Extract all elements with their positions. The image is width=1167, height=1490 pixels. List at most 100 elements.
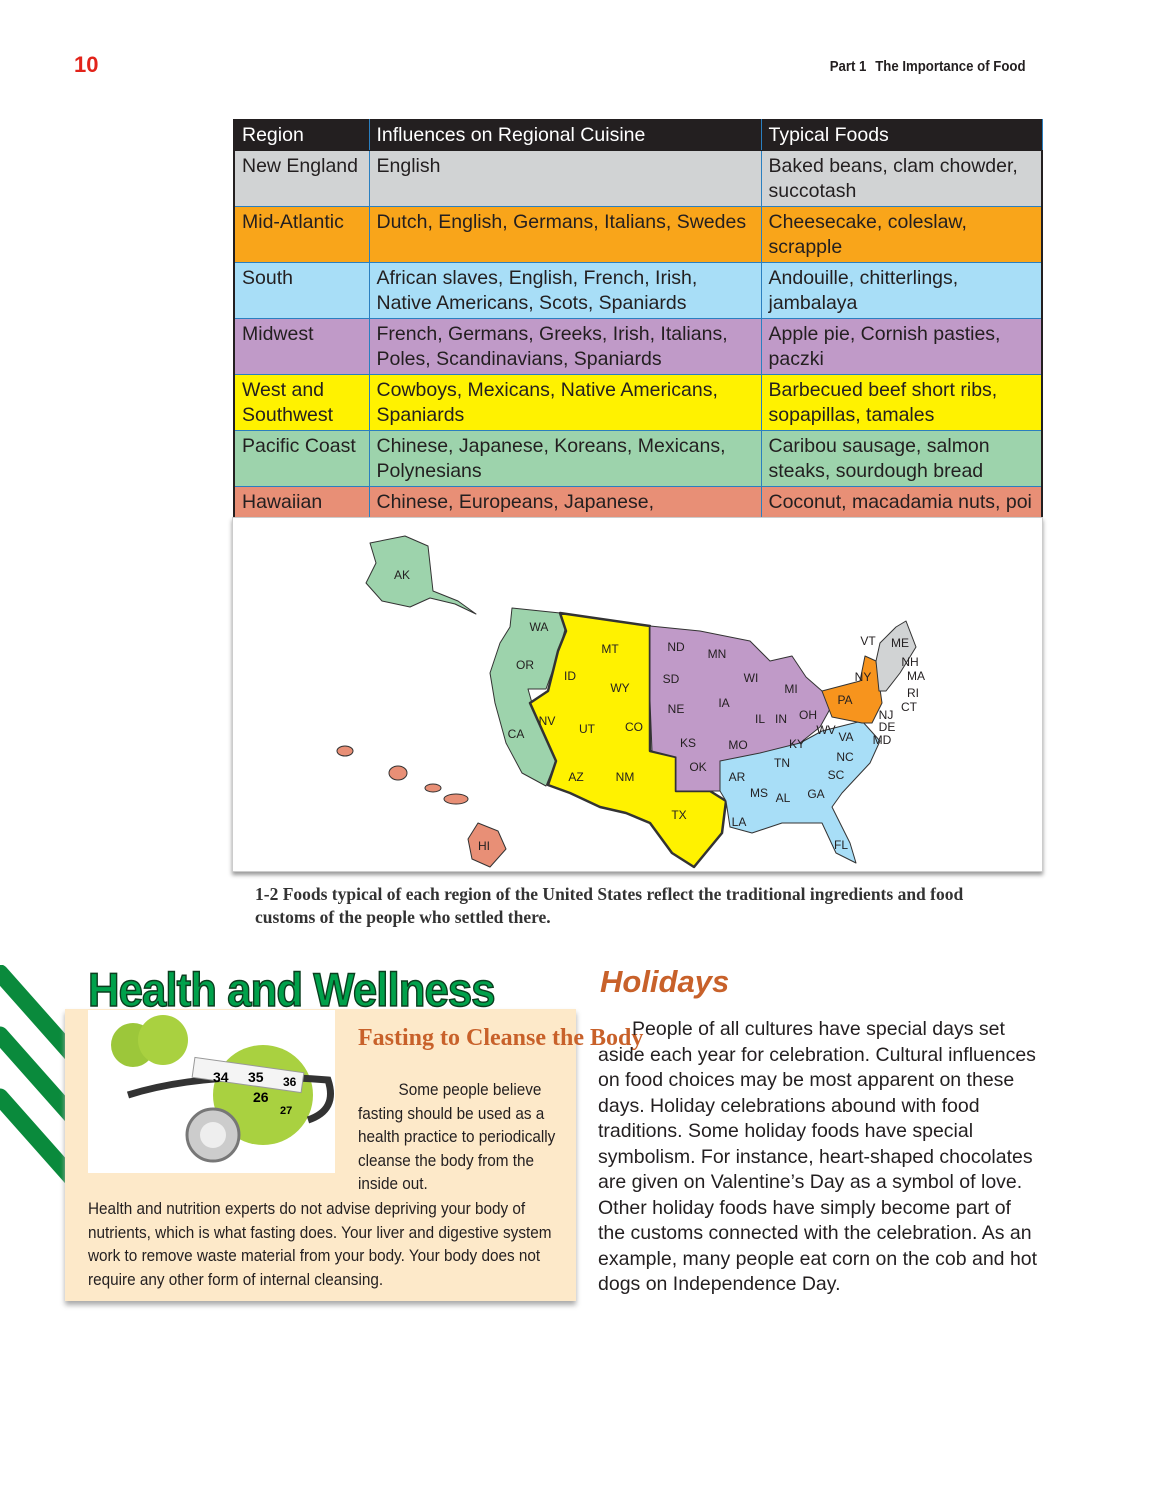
state-label-nj: NJ [879, 708, 894, 722]
state-label-wv: WV [816, 723, 835, 737]
region-south [719, 720, 881, 864]
header-influences: Influences on Regional Cuisine [368, 119, 762, 151]
foods-cell: Baked beans, clam chowder, succotash [760, 150, 1043, 207]
running-head-part: Part 1 [830, 58, 867, 75]
tape-number-27: 27 [280, 1105, 292, 1117]
region-cell: Mid-Atlantic [233, 206, 370, 263]
fasting-side-text-content: Some people believe fasting should be us… [358, 1080, 556, 1193]
state-label-la: LA [732, 815, 747, 829]
state-label-nm: NM [616, 770, 635, 784]
state-label-va: VA [838, 730, 853, 744]
influences-cell: French, Germans, Greeks, Irish, Italians… [368, 318, 762, 375]
state-label-md: MD [873, 733, 892, 747]
region-hawaii-island-2 [388, 765, 408, 781]
state-label-hi: HI [478, 839, 490, 853]
state-label-nd: ND [667, 640, 685, 654]
state-label-de: DE [879, 720, 896, 734]
page-number: 10 [74, 52, 99, 77]
caption-text: Foods typical of each region of the Unit… [255, 884, 964, 927]
region-new-england [875, 620, 917, 692]
region-pacific-alaska [365, 535, 477, 615]
region-cell: Midwest [233, 318, 370, 375]
tape-number-36: 36 [283, 1075, 297, 1089]
holidays-title: Holidays [600, 964, 730, 999]
state-label-wi: WI [744, 671, 759, 685]
state-label-mn: MN [708, 647, 727, 661]
photo-illustration: 34 35 36 26 27 [111, 1015, 334, 1163]
state-label-pa: PA [837, 693, 852, 707]
state-label-ks: KS [680, 736, 696, 750]
health-wellness-title: Health and Wellness [87, 962, 496, 1017]
table-row: New England English Baked beans, clam chow… [233, 150, 1043, 207]
state-label-ne: NE [668, 702, 685, 716]
region-cell: Pacific Coast [233, 430, 370, 487]
state-label-ia: IA [718, 696, 729, 710]
tape-number-34: 34 [213, 1069, 229, 1085]
influences-cell: Chinese, Japanese, Koreans, Mexicans, Po… [368, 430, 762, 487]
state-label-ri: RI [907, 686, 919, 700]
region-cell: New England [233, 150, 370, 207]
running-head: Part 1 The Importance of Food [830, 58, 1026, 75]
state-label-or: OR [516, 658, 534, 672]
foods-cell: Apple pie, Cornish pasties, paczki [760, 318, 1043, 375]
state-label-nh: NH [901, 655, 918, 669]
figure-caption: 1-2 Foods typical of each region of the … [255, 883, 1015, 929]
state-label-ky: KY [789, 737, 805, 751]
foods-cell: Andouille, chitterlings, jambalaya [760, 262, 1043, 319]
foods-cell: Cheesecake, coleslaw, scrapple [760, 206, 1043, 263]
influences-cell: African slaves, English, French, Irish, … [368, 262, 762, 319]
fasting-body-text: Health and nutrition experts do not advi… [88, 1199, 552, 1289]
state-label-wy: WY [610, 681, 629, 695]
region-cell: West and Southwest [233, 374, 370, 431]
fasting-heading: Fasting to Cleanse the Body [358, 1025, 644, 1051]
state-label-ma: MA [907, 669, 925, 683]
state-label-mt: MT [601, 642, 619, 656]
regional-cuisine-table: Region Influences on Regional Cuisine Ty… [233, 119, 1043, 544]
state-label-ms: MS [750, 786, 768, 800]
state-label-co: CO [625, 720, 643, 734]
state-label-ca: CA [508, 727, 525, 741]
state-label-ut: UT [579, 722, 596, 736]
state-label-oh: OH [799, 708, 817, 722]
state-label-az: AZ [568, 770, 583, 784]
state-label-al: AL [776, 791, 791, 805]
state-label-ga: GA [807, 787, 824, 801]
state-label-me: ME [891, 636, 909, 650]
table-row: Pacific Coast Chinese, Japanese, Koreans,… [233, 430, 1043, 487]
state-label-ar: AR [729, 770, 746, 784]
foods-cell: Caribou sausage, salmon steaks, sourdoug… [760, 430, 1043, 487]
us-regions-map: AK WA OR CA ID MT WY NV UT CO AZ NM TX ND SD NE KS OK MN IA… [232, 517, 1043, 872]
fasting-side-text: Some people believe fasting should be us… [358, 1078, 561, 1196]
table-header-row: Region Influences on Regional Cuisine Ty… [233, 119, 1043, 151]
running-head-title: The Importance of Food [875, 58, 1026, 75]
region-cell: South [233, 262, 370, 319]
table-row: South African slaves, English, French, Ir… [233, 262, 1043, 319]
state-label-ny: NY [855, 670, 872, 684]
state-label-tn: TN [774, 756, 790, 770]
state-label-in: IN [775, 712, 787, 726]
influences-cell: Dutch, English, Germans, Italians, Swede… [368, 206, 762, 263]
state-label-tx: TX [671, 808, 686, 822]
tape-number-26: 26 [253, 1089, 269, 1105]
state-label-sd: SD [663, 672, 680, 686]
state-label-mo: MO [728, 738, 747, 752]
region-hawaii-big-island [467, 822, 507, 868]
region-hawaii-island-3 [424, 783, 442, 793]
table-row: West and Southwest Cowboys, Mexicans, Nat… [233, 374, 1043, 431]
holidays-body: People of all cultures have special days… [598, 1018, 1038, 1295]
tape-number-35: 35 [248, 1069, 264, 1085]
influences-cell: Cowboys, Mexicans, Native Americans, Spa… [368, 374, 762, 431]
state-label-fl: FL [834, 838, 848, 852]
state-label-ok: OK [689, 760, 706, 774]
table-row: Midwest French, Germans, Greeks, Irish, I… [233, 318, 1043, 375]
state-label-mi: MI [784, 682, 797, 696]
state-label-id: ID [564, 669, 576, 683]
state-label-nc: NC [836, 750, 854, 764]
table-row: Mid-Atlantic Dutch, English, Germans, Ita… [233, 206, 1043, 263]
state-label-nv: NV [539, 714, 556, 728]
caption-number: 1-2 [255, 884, 279, 904]
state-label-vt: VT [860, 634, 876, 648]
header-foods: Typical Foods [760, 119, 1043, 151]
header-region: Region [233, 119, 370, 151]
state-label-ct: CT [901, 700, 918, 714]
